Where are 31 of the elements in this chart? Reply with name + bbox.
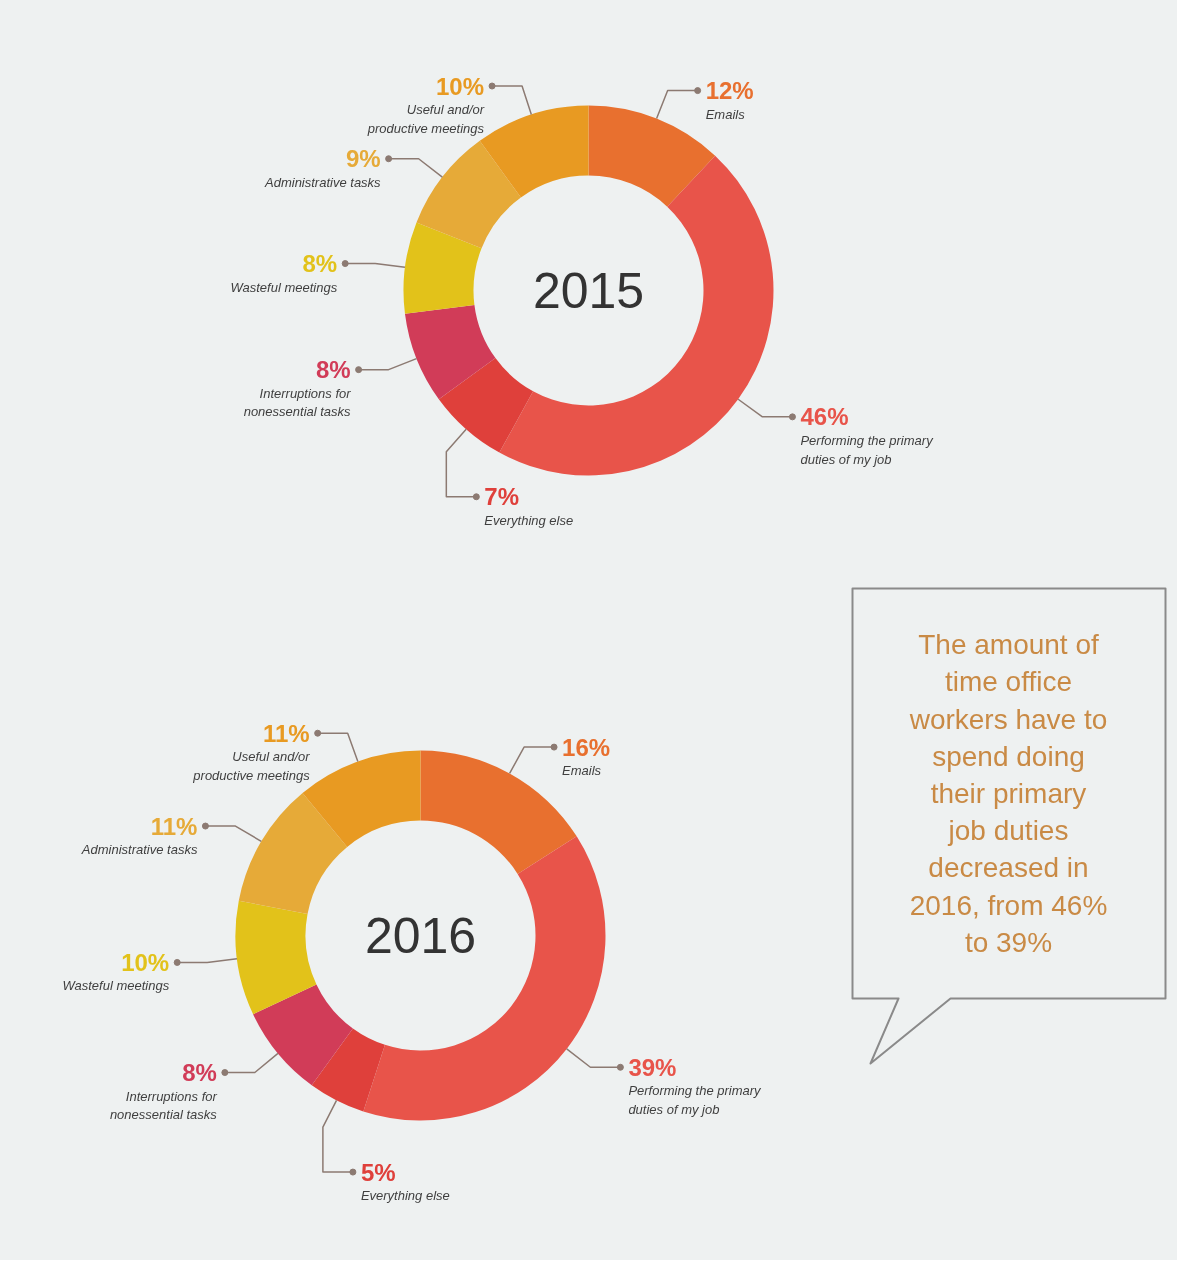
text: The amount of time office workers have to spend doing their primary job duties decreased in 2016, from 46% to 39%	[909, 629, 1108, 958]
data-label: 12%	[705, 77, 754, 105]
slice-label: Interruptions for nonessential tasks	[243, 385, 352, 420]
data-label: 46%	[800, 403, 849, 431]
data-label: 8%	[302, 250, 338, 278]
slice-label: Administrative tasks	[264, 174, 382, 190]
data-label: 11%	[262, 719, 310, 747]
data-label: 9%	[345, 145, 381, 173]
data-label: 10%	[121, 948, 170, 976]
data-label: 39%	[628, 1053, 677, 1081]
data-label: 10%	[436, 72, 485, 100]
slice-label: Useful and/or productive meetings	[366, 102, 485, 136]
slice-label: Wasteful meetings	[230, 279, 338, 295]
slice-label: Administrative tasks	[80, 842, 198, 858]
text: 2015	[532, 263, 645, 319]
data-label: 16%	[562, 733, 611, 761]
slice-label: Interruptions for nonessential tasks	[109, 1088, 218, 1123]
data-label: 5%	[360, 1158, 396, 1186]
slice-label: Performing the primary duties of my job	[800, 432, 935, 467]
slice-label: Wasteful meetings	[62, 978, 170, 994]
data-label: 8%	[182, 1059, 217, 1087]
data-label: 7%	[484, 483, 520, 511]
data-label: 8%	[315, 356, 351, 384]
slice-label: Everything else	[484, 512, 574, 528]
data-label: 11%	[150, 812, 198, 840]
slice-label: Useful and/or productive meetings	[192, 749, 311, 783]
slice-label: Everything else	[360, 1188, 450, 1204]
slice-label: Performing the primary duties of my job	[628, 1083, 763, 1118]
text: 2016	[364, 908, 477, 964]
slice-label: Emails	[705, 106, 746, 122]
slice-label: Emails	[562, 763, 602, 779]
